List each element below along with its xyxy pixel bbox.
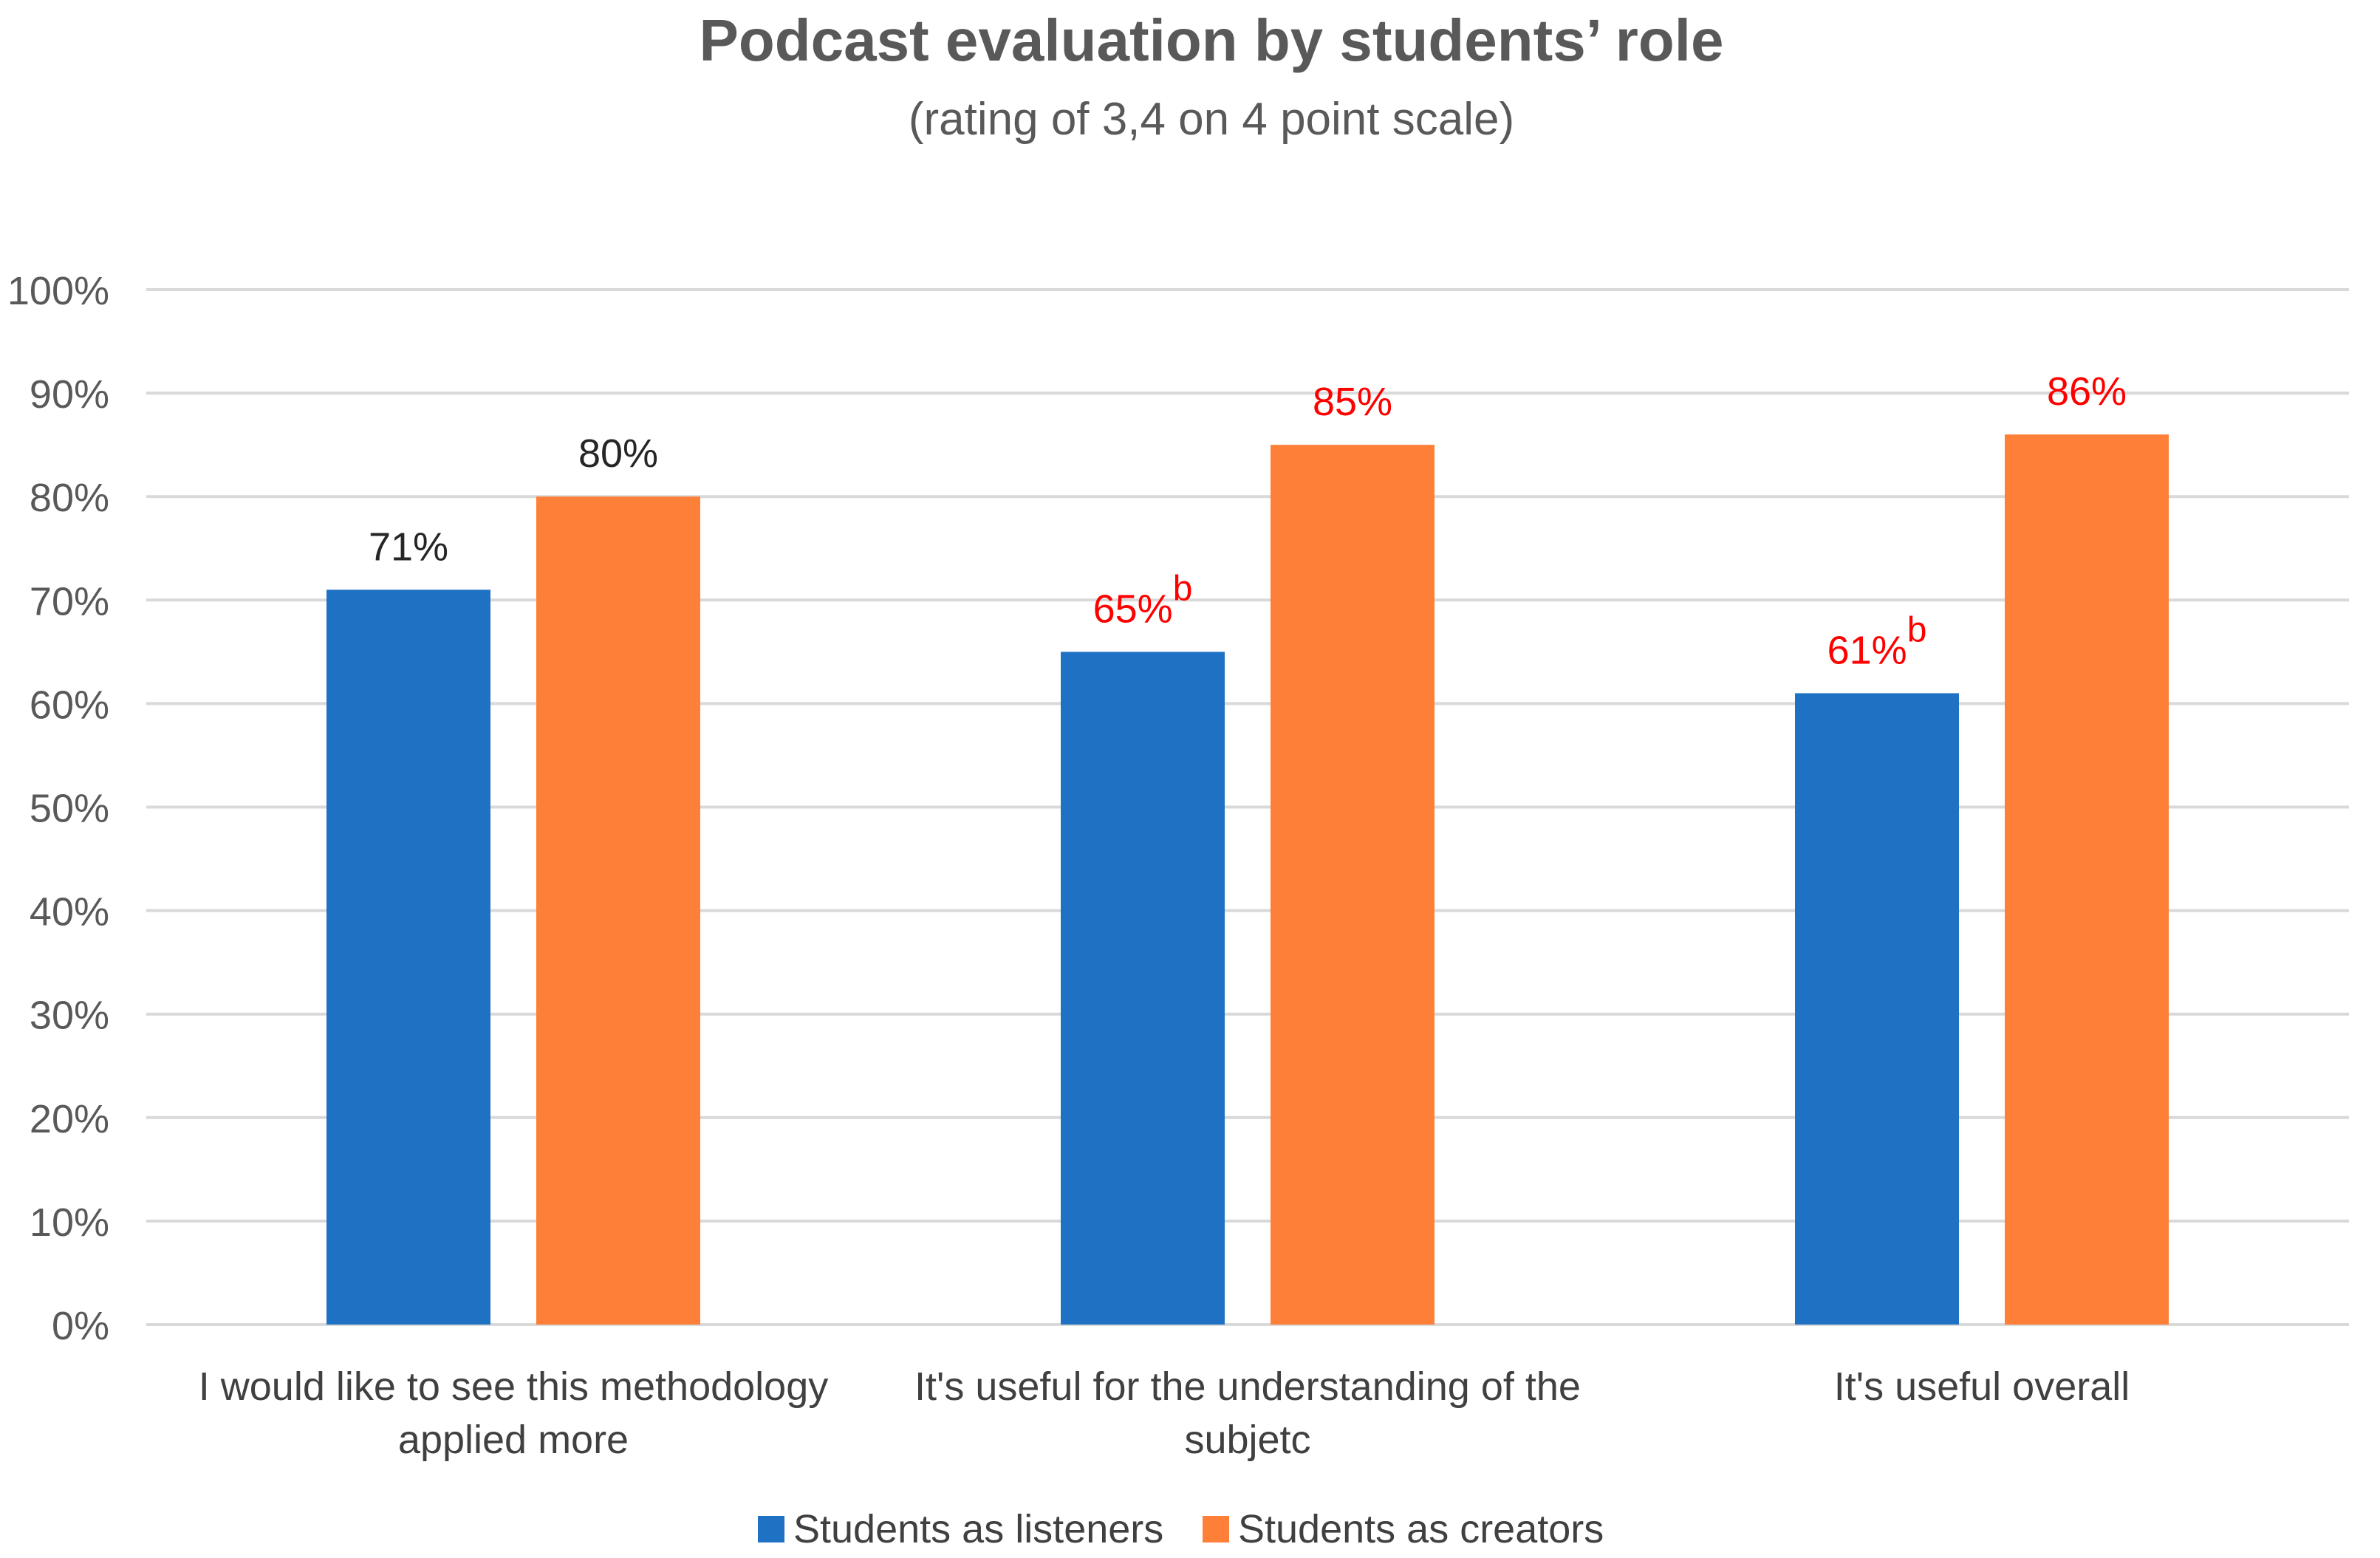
x-category-label: subjetc: [1184, 1418, 1310, 1462]
bar-listeners-2: [1795, 693, 1959, 1325]
bar-listeners-1: [1061, 652, 1225, 1325]
gridlines: [146, 288, 2349, 1326]
bars: [326, 434, 2169, 1325]
data-label: 86%: [2047, 369, 2127, 414]
y-tick-label: 80%: [30, 476, 109, 520]
y-tick-label: 100%: [7, 269, 109, 313]
y-tick-label: 90%: [30, 372, 109, 417]
x-category-label: It's useful overall: [1834, 1364, 2130, 1409]
data-label: 61%b: [1827, 610, 1927, 672]
legend: Students as listeners Students as creator…: [758, 1507, 1604, 1551]
legend-label: Students as listeners: [793, 1507, 1163, 1551]
legend-swatch: [758, 1516, 784, 1542]
bar-listeners-0: [326, 590, 490, 1325]
bar-creators-1: [1271, 445, 1435, 1325]
y-tick-label: 70%: [30, 579, 109, 623]
y-axis-ticks: 0% 10% 20% 30% 40% 50% 60% 70% 80% 90% 100%: [7, 269, 109, 1348]
bar-creators-0: [536, 496, 700, 1325]
x-category-label: It's useful for the understanding of the: [914, 1364, 1581, 1409]
y-tick-label: 0%: [52, 1304, 109, 1348]
x-category-label: I would like to see this methodology: [199, 1364, 828, 1409]
x-category-label: applied more: [398, 1418, 629, 1462]
bar-creators-2: [2005, 434, 2169, 1325]
data-label: 85%: [1313, 380, 1392, 424]
y-tick-label: 30%: [30, 994, 109, 1038]
y-tick-label: 20%: [30, 1097, 109, 1141]
data-labels: 71% 80% 65%b 85% 61%b 86%: [369, 369, 2127, 672]
y-tick-label: 40%: [30, 890, 109, 935]
legend-swatch: [1203, 1516, 1229, 1542]
data-label: 80%: [578, 431, 658, 476]
chart-title: Podcast evaluation by students’ role: [699, 7, 1723, 73]
y-tick-label: 10%: [30, 1200, 109, 1245]
data-label: 65%b: [1093, 569, 1193, 631]
chart-subtitle: (rating of 3,4 on 4 point scale): [909, 94, 1514, 145]
y-tick-label: 50%: [30, 787, 109, 831]
legend-label: Students as creators: [1238, 1507, 1604, 1551]
x-axis-categories: I would like to see this methodology appl…: [199, 1364, 2130, 1462]
y-tick-label: 60%: [30, 683, 109, 727]
data-label: 71%: [369, 525, 448, 569]
